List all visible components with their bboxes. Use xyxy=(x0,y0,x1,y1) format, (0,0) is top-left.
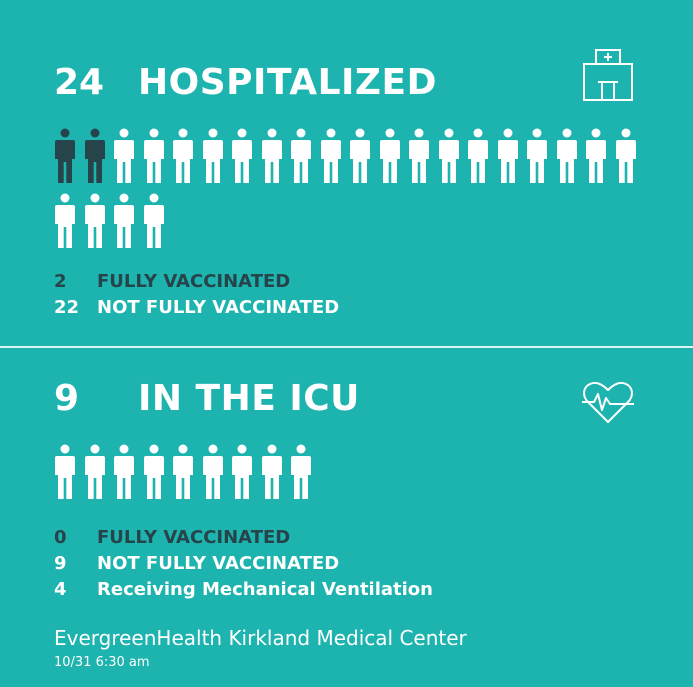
person-icon xyxy=(379,128,409,184)
hospitalized-label: HOSPITALIZED xyxy=(138,62,437,103)
person-icon xyxy=(467,128,497,184)
heartbeat-icon xyxy=(580,380,636,428)
hospitalized-people-row-2 xyxy=(54,193,172,249)
person-icon xyxy=(290,128,320,184)
hospital-building-icon xyxy=(580,46,636,106)
stat-label: Receiving Mechanical Ventilation xyxy=(97,578,433,600)
person-icon xyxy=(202,444,232,500)
person-icon xyxy=(84,444,114,500)
stat-label: NOT FULLY VACCINATED xyxy=(97,552,340,574)
person-icon xyxy=(320,128,350,184)
stat-number: 9 xyxy=(54,552,67,574)
organization-name: EvergreenHealth Kirkland Medical Center xyxy=(54,626,467,650)
icu-stat-vaccinated: 0 FULLY VACCINATED xyxy=(54,524,433,550)
icu-count: 9 xyxy=(54,378,80,419)
person-icon xyxy=(261,444,291,500)
icu-people-row xyxy=(54,444,320,500)
person-icon xyxy=(54,193,84,249)
person-icon-vaccinated xyxy=(54,128,84,184)
stat-number: 2 xyxy=(54,270,67,292)
person-icon xyxy=(143,444,173,500)
stat-label: NOT FULLY VACCINATED xyxy=(97,296,340,318)
timestamp: 10/31 6:30 am xyxy=(54,655,150,670)
section-divider xyxy=(0,346,693,348)
person-icon xyxy=(172,128,202,184)
stat-label: FULLY VACCINATED xyxy=(97,270,291,292)
stat-label: FULLY VACCINATED xyxy=(97,526,291,548)
person-icon xyxy=(202,128,232,184)
hospitalized-stats: 2 FULLY VACCINATED 22 NOT FULLY VACCINAT… xyxy=(54,268,339,320)
stat-number: 0 xyxy=(54,526,67,548)
person-icon xyxy=(290,444,320,500)
person-icon xyxy=(231,128,261,184)
stat-number: 22 xyxy=(54,296,80,318)
person-icon xyxy=(408,128,438,184)
hospitalized-count: 24 xyxy=(54,62,105,103)
person-icon xyxy=(143,128,173,184)
person-icon xyxy=(231,444,261,500)
person-icon-vaccinated xyxy=(84,128,114,184)
person-icon xyxy=(261,128,291,184)
icu-stat-not-vaccinated: 9 NOT FULLY VACCINATED xyxy=(54,550,433,576)
person-icon xyxy=(113,444,143,500)
person-icon xyxy=(54,444,84,500)
hospitalized-people-row-1 xyxy=(54,128,644,184)
hospitalized-heading: 24 HOSPITALIZED xyxy=(54,62,437,103)
person-icon xyxy=(585,128,615,184)
icu-stat-ventilation: 4 Receiving Mechanical Ventilation xyxy=(54,576,433,602)
icu-stats: 0 FULLY VACCINATED 9 NOT FULLY VACCINATE… xyxy=(54,524,433,602)
icu-label: IN THE ICU xyxy=(138,378,360,419)
person-icon xyxy=(526,128,556,184)
person-icon xyxy=(438,128,468,184)
person-icon xyxy=(113,128,143,184)
stat-number: 4 xyxy=(54,578,67,600)
person-icon xyxy=(497,128,527,184)
person-icon xyxy=(615,128,645,184)
person-icon xyxy=(172,444,202,500)
person-icon xyxy=(556,128,586,184)
person-icon xyxy=(143,193,173,249)
person-icon xyxy=(349,128,379,184)
hospitalized-stat-not-vaccinated: 22 NOT FULLY VACCINATED xyxy=(54,294,339,320)
person-icon xyxy=(84,193,114,249)
hospitalized-stat-vaccinated: 2 FULLY VACCINATED xyxy=(54,268,339,294)
icu-heading: 9 IN THE ICU xyxy=(54,378,360,419)
person-icon xyxy=(113,193,143,249)
